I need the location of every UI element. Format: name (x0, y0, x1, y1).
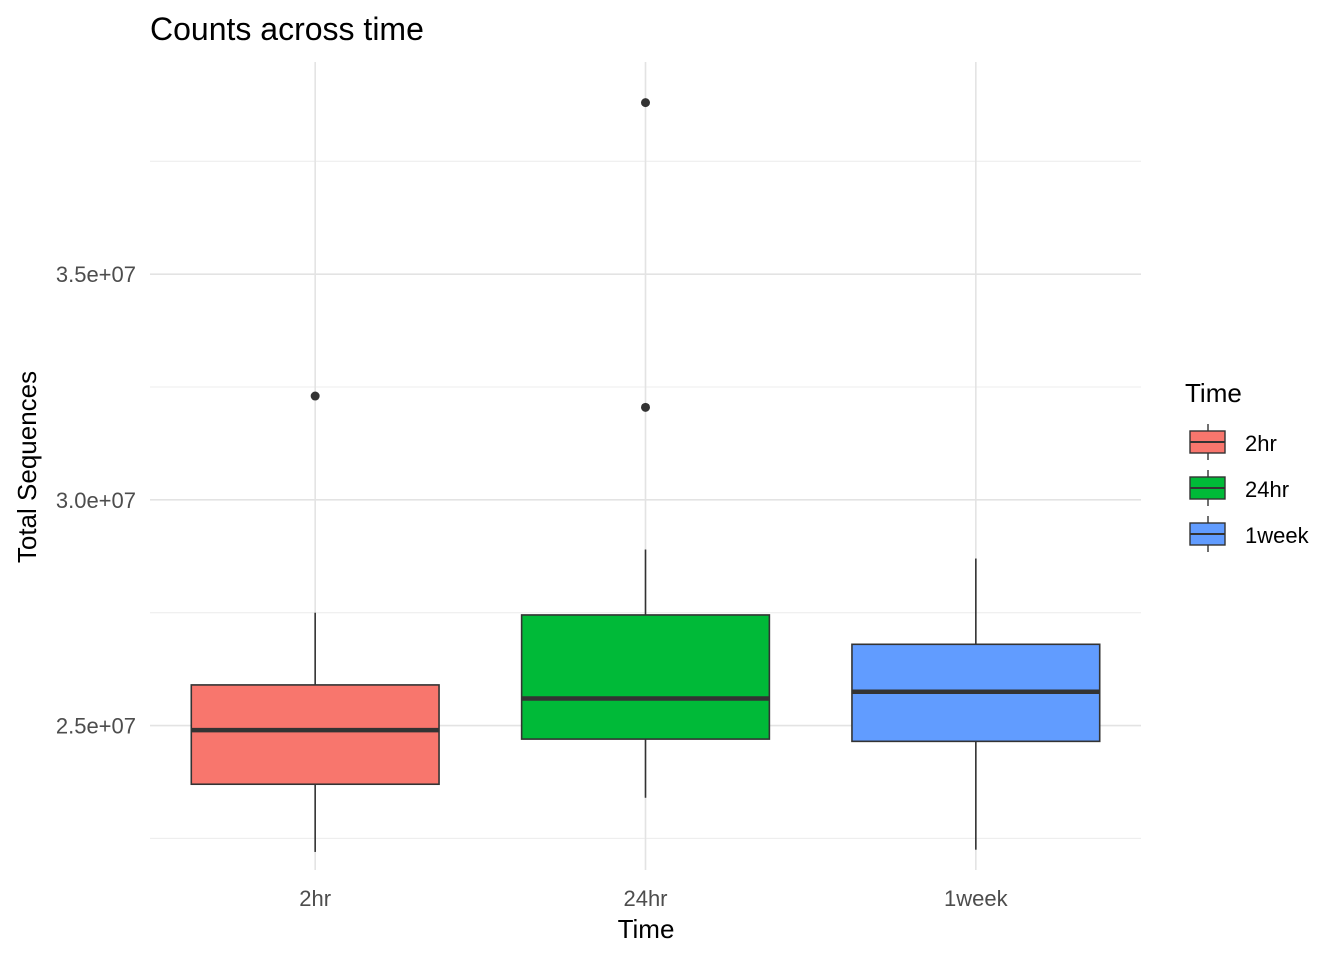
x-axis-title: Time (618, 914, 675, 944)
y-tick-label: 2.5e+07 (56, 714, 136, 739)
legend-label: 24hr (1245, 477, 1289, 502)
outlier-point (641, 98, 650, 108)
legend-title: Time (1185, 378, 1242, 408)
legend-item-1week: 1week (1189, 516, 1310, 552)
outlier-point (310, 391, 320, 401)
x-tick-label: 24hr (623, 886, 667, 911)
outlier-point (641, 402, 650, 412)
legend-label: 2hr (1245, 431, 1277, 456)
legend: 2hr 24hr 1week (1189, 424, 1310, 552)
x-tick-label: 1week (944, 886, 1009, 911)
legend-item-2hr: 2hr (1189, 424, 1277, 460)
legend-label: 1week (1245, 523, 1310, 548)
y-tick-label: 3.5e+07 (56, 262, 136, 287)
box-body (190, 684, 440, 786)
y-axis-ticks: 2.5e+07 3.0e+07 3.5e+07 (56, 262, 136, 738)
x-axis-ticks: 2hr 24hr 1week (299, 886, 1008, 911)
box-series (190, 98, 1101, 852)
box-24hr (520, 98, 771, 798)
box-1week (851, 558, 1101, 850)
y-tick-label: 3.0e+07 (56, 488, 136, 513)
y-axis-title: Total Sequences (12, 371, 42, 563)
x-tick-label: 2hr (299, 886, 331, 911)
box-body (520, 614, 771, 740)
chart-title: Counts across time (150, 11, 424, 47)
legend-item-24hr: 24hr (1189, 470, 1289, 506)
box-2hr (190, 391, 440, 852)
